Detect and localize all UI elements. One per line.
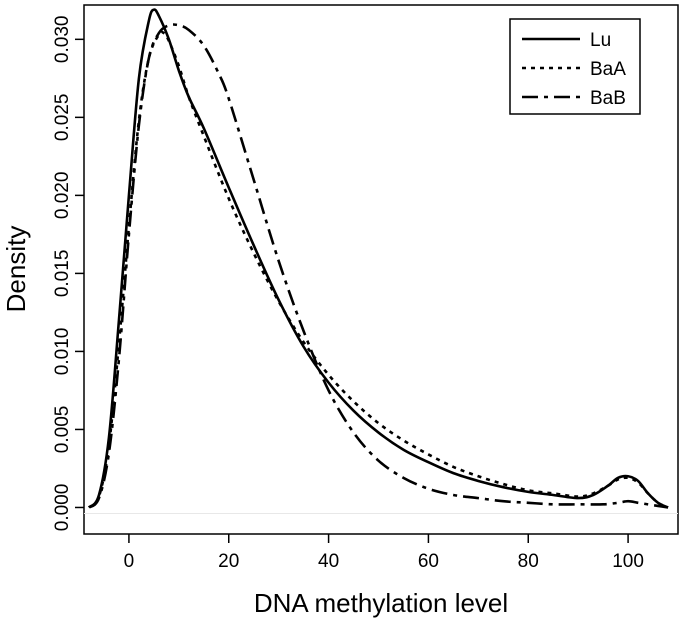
legend-label-bab: BaB xyxy=(590,88,626,109)
y-tick-label: 0.020 xyxy=(52,172,73,220)
x-tick-label: 80 xyxy=(518,551,539,572)
legend-label-baa: BaA xyxy=(590,59,626,80)
y-tick-label: 0.015 xyxy=(52,250,73,298)
x-axis: 0 20 40 60 80 100 xyxy=(124,534,644,572)
legend-box xyxy=(509,18,641,115)
legend: Lu BaA BaB xyxy=(509,18,641,115)
x-tick-label: 20 xyxy=(218,551,239,572)
legend-label-lu: Lu xyxy=(590,30,611,51)
x-tick-label: 40 xyxy=(318,551,339,572)
y-tick-label: 0.000 xyxy=(52,484,73,532)
x-tick-label: 100 xyxy=(612,551,644,572)
series-line-bab xyxy=(88,23,669,509)
x-axis-title: DNA methylation level xyxy=(254,588,508,618)
y-axis: 0.000 0.005 0.010 0.015 0.020 0.025 0.030 xyxy=(52,16,84,532)
series-lines xyxy=(87,8,669,509)
y-tick-label: 0.025 xyxy=(52,94,73,142)
x-tick-label: 0 xyxy=(124,551,135,572)
series-line-baa xyxy=(88,30,669,509)
y-axis-title: Density xyxy=(1,226,31,313)
y-tick-label: 0.030 xyxy=(52,16,73,64)
y-tick-label: 0.005 xyxy=(52,406,73,454)
plot-frame xyxy=(83,4,679,535)
x-tick-label: 60 xyxy=(418,551,439,572)
y-tick-label: 0.010 xyxy=(52,328,73,376)
